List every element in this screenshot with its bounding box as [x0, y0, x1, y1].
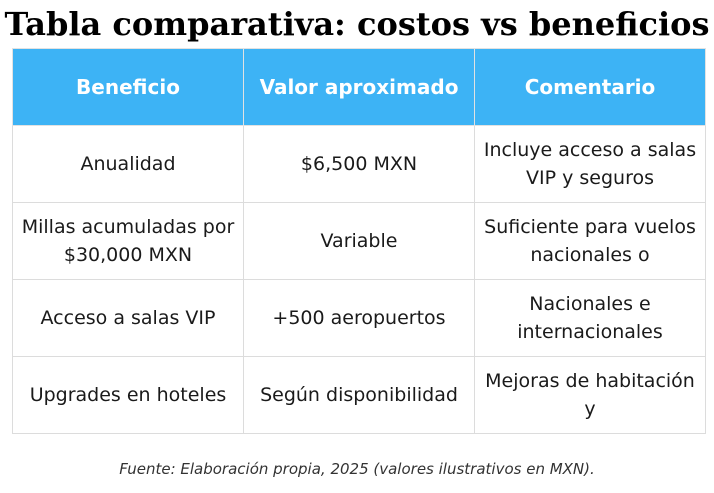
- table-cell: Acceso a salas VIP: [12, 279, 244, 357]
- column-header-comentario: Comentario: [474, 48, 706, 126]
- cell-text: Incluye acceso a salas VIP y seguros: [483, 139, 697, 189]
- comparison-table: Beneficio Valor aproximado Comentario An…: [12, 48, 706, 434]
- table-cell: Millas acumuladas por $30,000 MXN: [12, 202, 244, 280]
- table-row: Acceso a salas VIP +500 aeropuertos Naci…: [12, 279, 706, 357]
- column-header-beneficio: Beneficio: [12, 48, 244, 126]
- cell-text: Suficiente para vuelos nacionales o: [484, 216, 696, 266]
- table-cell: Según disponibilidad: [243, 356, 475, 434]
- cell-text: Upgrades en hoteles: [29, 384, 227, 406]
- table-cell: Mejoras de habitación y: [474, 356, 706, 434]
- comparison-table-container: Beneficio Valor aproximado Comentario An…: [12, 48, 706, 434]
- source-note: Fuente: Elaboración propia, 2025 (valore…: [119, 460, 595, 478]
- table-cell: Suficiente para vuelos nacionales o: [474, 202, 706, 280]
- cell-text: Millas acumuladas por $30,000 MXN: [21, 216, 235, 266]
- cell-text: Mejoras de habitación y: [485, 370, 695, 420]
- table-header-row: Beneficio Valor aproximado Comentario: [12, 48, 706, 126]
- cell-text: +500 aeropuertos: [272, 307, 446, 329]
- table-row: Upgrades en hoteles Según disponibilidad…: [12, 356, 706, 434]
- cell-text: Según disponibilidad: [260, 384, 458, 406]
- table-cell: Incluye acceso a salas VIP y seguros: [474, 125, 706, 203]
- cell-text: Anualidad: [80, 153, 176, 175]
- table-cell: Upgrades en hoteles: [12, 356, 244, 434]
- table-cell: Anualidad: [12, 125, 244, 203]
- table-row: Millas acumuladas por $30,000 MXN Variab…: [12, 202, 706, 280]
- table-cell: Nacionales e internacionales: [474, 279, 706, 357]
- cell-text: Nacionales e internacionales: [517, 293, 663, 343]
- cell-text: Acceso a salas VIP: [40, 307, 216, 329]
- table-row: Anualidad $6,500 MXN Incluye acceso a sa…: [12, 125, 706, 203]
- column-header-valor: Valor aproximado: [243, 48, 475, 126]
- cell-text: $6,500 MXN: [300, 153, 418, 175]
- table-cell: Variable: [243, 202, 475, 280]
- cell-text: Variable: [320, 230, 398, 252]
- table-cell: $6,500 MXN: [243, 125, 475, 203]
- page-title: Tabla comparativa: costos vs beneficios: [4, 5, 710, 43]
- table-cell: +500 aeropuertos: [243, 279, 475, 357]
